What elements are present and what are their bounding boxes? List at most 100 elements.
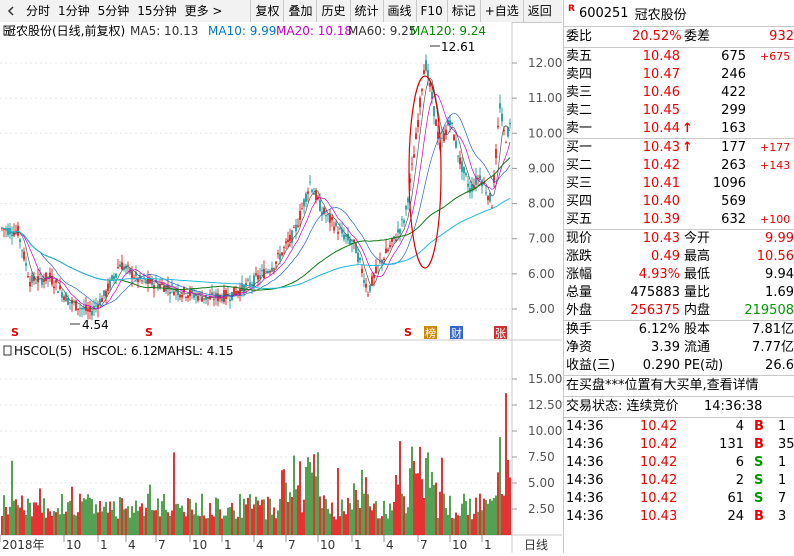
ask-row[interactable]: 卖二 10.45 299	[564, 102, 794, 120]
bid-row[interactable]: 买四 10.40 569	[564, 193, 794, 211]
quote-panel: R 600251 冠农股份 委比 20.52% 委差 932 卖五 10.48 67…	[563, 0, 794, 553]
candle-body	[43, 279, 45, 282]
stock-name: 冠农股份	[634, 7, 687, 23]
draw-line-button[interactable]: 画线	[382, 0, 416, 22]
ranking-marker[interactable]: 榜	[425, 326, 436, 340]
fund-value: 7.77亿	[752, 340, 794, 355]
f10-button[interactable]: F10	[415, 0, 447, 22]
turnover-bar	[469, 498, 471, 535]
ask-row[interactable]: 卖三 10.46 422	[564, 84, 794, 102]
time-axis-label: 2018年	[2, 538, 45, 552]
collapse-icon[interactable]	[0, 0, 22, 22]
ask-row[interactable]: 卖五 10.48 675 +675	[564, 48, 794, 66]
turnover-bar	[223, 515, 225, 535]
big-order-notice[interactable]: 在买盘***位置有大买单,查看详情	[566, 378, 759, 393]
turnover-bar	[249, 494, 251, 535]
bid-row[interactable]: 买一 10.43 ↑ 177 +177	[564, 139, 794, 157]
turnover-bar	[369, 506, 371, 535]
ask-row[interactable]: 卖一 10.44 ↑ 163	[564, 120, 794, 138]
turnover-bar	[493, 497, 495, 535]
turnover-bar	[25, 514, 27, 535]
bid-row[interactable]: 买二 10.42 263 +143	[564, 157, 794, 175]
event-marker[interactable]: S	[404, 326, 412, 339]
fund-row: 换手 6.12% 股本 7.81亿	[564, 321, 794, 339]
turnover-bar	[129, 517, 131, 535]
history-button[interactable]: 历史	[316, 0, 349, 22]
statistics-button[interactable]: 统计	[349, 0, 383, 22]
event-marker[interactable]: S	[145, 326, 153, 339]
ask-row[interactable]: 卖四 10.47 246	[564, 66, 794, 84]
candle-body	[101, 298, 103, 303]
bid-row[interactable]: 买三 10.41 1096	[564, 175, 794, 193]
candle-body	[229, 299, 231, 301]
mark-button[interactable]: 标记	[446, 0, 480, 22]
tick-row[interactable]: 14:36 10.42 6 S 1	[564, 454, 794, 472]
candle-body	[509, 122, 511, 125]
candle-body	[269, 271, 271, 273]
quote-label: 内盘	[684, 303, 711, 318]
candle-body	[161, 283, 163, 285]
tab-5min[interactable]: 5分钟	[97, 4, 130, 18]
turnover-bar	[393, 501, 395, 535]
turnover-bar	[55, 512, 57, 535]
turnover-bar	[81, 501, 83, 535]
tick-row[interactable]: 14:36 10.42 2 S 1	[564, 472, 794, 490]
candle-body	[257, 275, 259, 280]
turnover-bar	[317, 452, 319, 535]
tab-1min[interactable]: 1分钟	[58, 4, 90, 18]
turnover-bar	[41, 512, 43, 535]
candle-body	[55, 280, 57, 283]
candle-body	[279, 253, 281, 260]
kline-chart-area[interactable]: 12.00 11.00 10.00 9.00 8.00 7.00 6.00 5.00 冠农股份…	[0, 22, 562, 553]
turnover-bar	[341, 499, 343, 535]
candle-body	[493, 174, 495, 183]
tick-row[interactable]: 14:36 10.42 131 B 35	[564, 436, 794, 454]
raise-marker[interactable]: 张	[495, 327, 506, 340]
turnover-bar	[455, 512, 457, 535]
turnover-bar	[481, 510, 483, 535]
tick-price: 10.42	[640, 437, 678, 452]
turnover-bar	[169, 515, 171, 535]
candle-body	[59, 285, 61, 290]
fund-label: PE(动)	[684, 358, 724, 373]
candle-body	[471, 183, 473, 192]
rights-adjust-button[interactable]: 复权	[250, 0, 283, 22]
turnover-bar	[127, 506, 129, 535]
turnover-bar	[43, 498, 45, 535]
ask-volume: 246	[721, 67, 746, 82]
overlay-button[interactable]: 叠加	[283, 0, 316, 22]
candle-body	[69, 302, 71, 304]
tick-list[interactable]: 14:36 10.42 4 B 1 14:36 10.42 131 B 35 14:36 10.42 6…	[564, 418, 794, 526]
candle-body	[253, 275, 255, 288]
kline-chart-svg[interactable]: 12.00 11.00 10.00 9.00 8.00 7.00 6.00 5.00 冠农股份…	[0, 22, 562, 553]
tab-intraday[interactable]: 分时	[26, 4, 51, 18]
candle-body	[147, 277, 149, 284]
tab-15min[interactable]: 15分钟	[137, 4, 177, 18]
more-menu[interactable]: 更多 >	[184, 4, 223, 18]
tick-row[interactable]: 14:36 10.42 4 B 1	[564, 418, 794, 436]
candle-body	[367, 294, 369, 296]
finance-marker[interactable]: 财	[451, 326, 462, 340]
tick-row[interactable]: 14:36 10.43 24 B 3	[564, 508, 794, 526]
candle-body	[373, 274, 375, 278]
tick-time: 14:36	[566, 473, 604, 488]
candle-body	[107, 283, 109, 292]
candle-body	[323, 207, 325, 214]
event-marker[interactable]: S	[11, 326, 19, 339]
turnover-bar	[371, 510, 373, 535]
candle-body	[303, 199, 305, 207]
turnover-bar	[273, 507, 275, 535]
turnover-bar	[293, 455, 295, 535]
tick-row[interactable]: 14:36 10.42 61 S 7	[564, 490, 794, 508]
add-watchlist-button[interactable]: +自选	[479, 0, 523, 22]
turnover-bar	[201, 493, 203, 535]
candle-body	[145, 280, 147, 284]
tick-count: 35	[778, 437, 794, 452]
tick-time: 14:36	[566, 509, 604, 524]
turnover-bar	[347, 497, 349, 535]
candle-body	[3, 228, 5, 230]
back-button[interactable]: 返回	[522, 0, 556, 22]
quote-value: 4.93%	[638, 267, 680, 282]
bid-row[interactable]: 买五 10.39 632 +100	[564, 211, 794, 229]
turnover-bar	[417, 473, 419, 535]
